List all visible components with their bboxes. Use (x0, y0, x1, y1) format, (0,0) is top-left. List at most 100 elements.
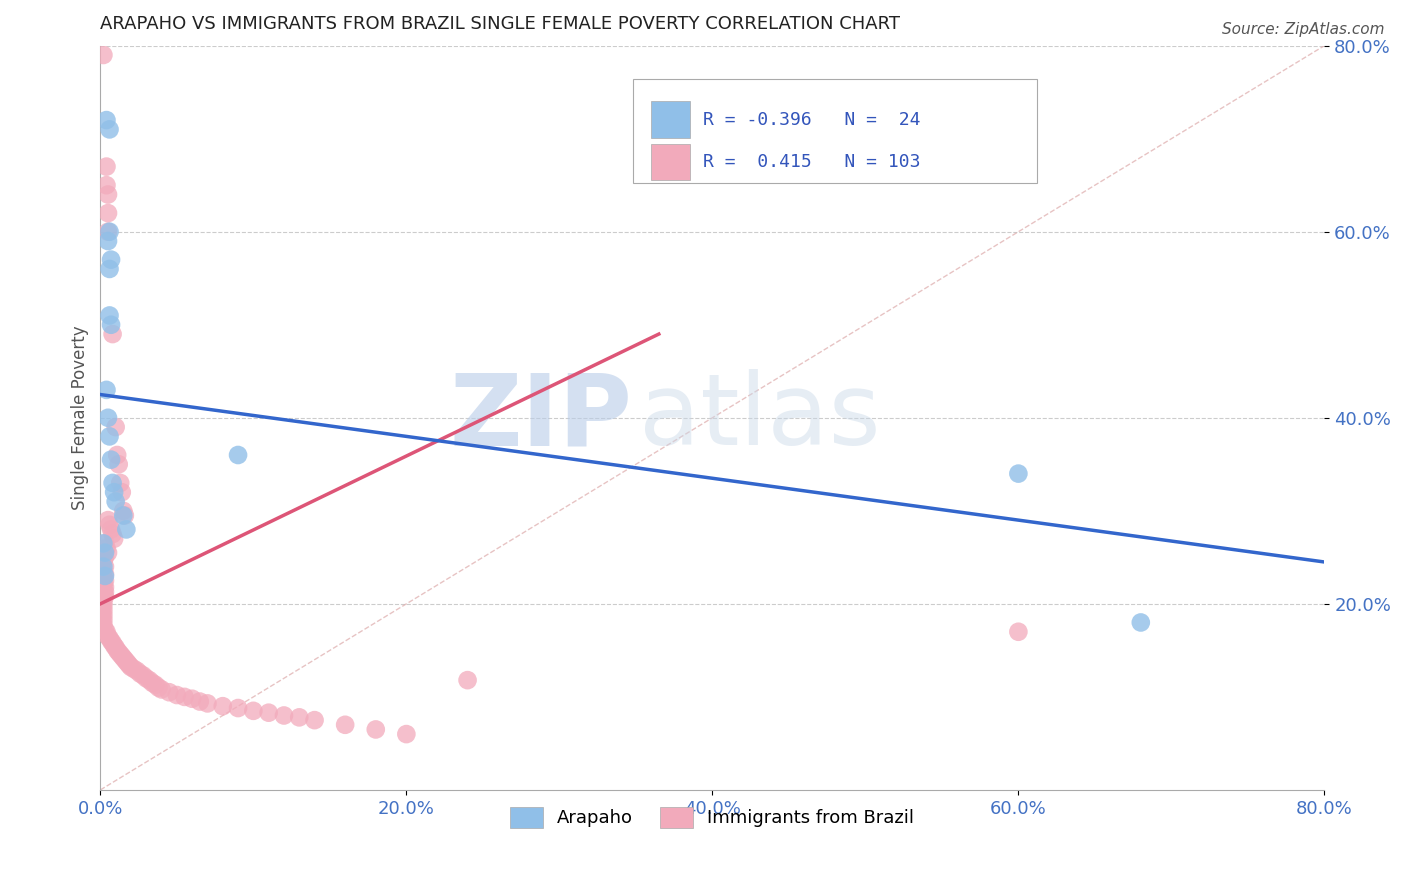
Point (101, 636, 124, 650)
Point (197, 697, 219, 711)
Point (93, 617, 115, 632)
Point (103, 639, 125, 653)
Legend: Arapaho, Immigrants from Brazil: Arapaho, Immigrants from Brazil (502, 797, 924, 837)
Point (97, 546, 120, 560)
Point (93, 613, 115, 627)
Point (90, 601, 112, 615)
Text: ZIP: ZIP (450, 369, 633, 467)
Point (288, 710, 311, 724)
Point (96, 541, 118, 555)
Point (257, 706, 280, 720)
Point (94, 569, 117, 583)
Point (97, 629, 120, 643)
Point (90, 606, 112, 620)
Point (226, 448, 249, 462)
Point (100, 252, 122, 267)
Point (90, 597, 112, 611)
Point (181, 691, 204, 706)
Point (129, 666, 152, 681)
FancyBboxPatch shape (633, 79, 1036, 184)
Point (93, 546, 115, 560)
Point (211, 699, 233, 714)
Point (145, 678, 167, 692)
Y-axis label: Single Female Poverty: Single Female Poverty (72, 326, 89, 510)
Point (94, 590, 117, 604)
Point (138, 673, 160, 687)
Point (100, 452, 122, 467)
Point (96, 383, 118, 397)
Point (104, 420, 127, 434)
Point (94, 580, 117, 594)
Text: ARAPAHO VS IMMIGRANTS FROM BRAZIL SINGLE FEMALE POVERTY CORRELATION CHART: ARAPAHO VS IMMIGRANTS FROM BRAZIL SINGLE… (100, 15, 900, 33)
Point (94, 584, 117, 599)
Point (457, 673, 479, 687)
Point (122, 662, 145, 676)
Point (115, 655, 138, 669)
Point (333, 718, 356, 732)
Point (96, 113, 118, 128)
Point (103, 485, 125, 500)
Point (1007, 624, 1029, 639)
Point (101, 475, 124, 490)
Point (105, 448, 128, 462)
Point (94, 536, 117, 550)
Point (98, 429, 121, 443)
Point (93, 599, 115, 613)
Point (101, 527, 124, 541)
Point (98, 309, 121, 323)
Point (104, 494, 127, 508)
Point (107, 645, 129, 659)
Point (93, 603, 115, 617)
Point (1007, 467, 1029, 481)
Point (103, 532, 125, 546)
Point (148, 681, 170, 695)
Point (98, 122, 121, 136)
Text: R = -0.396   N =  24: R = -0.396 N = 24 (703, 111, 920, 128)
Point (132, 668, 155, 682)
Point (93, 571, 115, 585)
Point (90, 592, 112, 607)
Point (98, 262, 121, 277)
Point (118, 658, 141, 673)
Point (364, 723, 387, 737)
Text: atlas: atlas (638, 369, 880, 467)
Point (111, 648, 134, 663)
Point (93, 607, 115, 622)
Point (93, 576, 115, 591)
FancyBboxPatch shape (651, 144, 690, 180)
Point (111, 485, 134, 500)
Point (110, 647, 132, 661)
Point (104, 640, 127, 655)
Point (94, 574, 117, 588)
Point (114, 508, 136, 523)
Point (100, 523, 122, 537)
Point (114, 653, 136, 667)
Point (90, 611, 112, 625)
Point (117, 657, 139, 671)
Point (141, 676, 163, 690)
Point (115, 523, 138, 537)
Point (93, 595, 115, 609)
Point (93, 582, 115, 597)
Point (150, 682, 173, 697)
Point (90, 620, 112, 634)
Point (188, 694, 211, 708)
Point (166, 688, 188, 702)
Point (93, 48, 115, 62)
Point (93, 555, 115, 569)
Point (173, 690, 195, 704)
Point (93, 588, 115, 602)
Point (98, 225, 121, 239)
FancyBboxPatch shape (651, 102, 690, 138)
Point (125, 664, 148, 678)
Point (93, 564, 115, 578)
Point (97, 410, 120, 425)
Point (94, 550, 117, 565)
Point (93, 559, 115, 574)
Point (120, 660, 142, 674)
Point (100, 318, 122, 332)
Point (112, 508, 135, 523)
Point (112, 504, 135, 518)
Point (1129, 615, 1152, 630)
Point (107, 458, 129, 472)
